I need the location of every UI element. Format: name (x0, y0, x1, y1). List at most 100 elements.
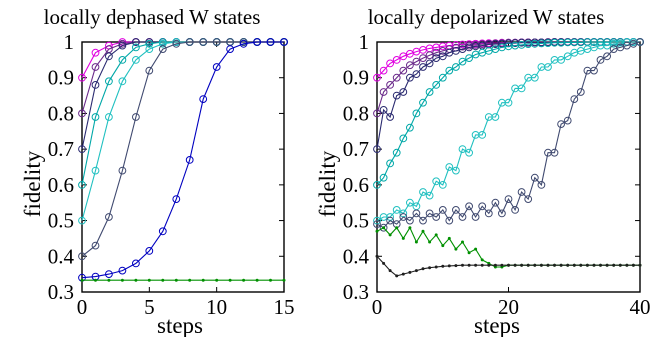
data-point (504, 98, 513, 107)
data-point (266, 38, 275, 46)
data-point (145, 66, 154, 75)
data-point (414, 269, 418, 273)
data-point (425, 51, 434, 60)
data-point (419, 98, 427, 107)
data-point (419, 188, 427, 196)
data-point (269, 278, 272, 282)
data-point (524, 195, 533, 204)
data-point (500, 263, 504, 267)
data-point (504, 195, 513, 204)
data-point (118, 77, 127, 86)
data-point (408, 270, 412, 274)
y-tick-label: 0.3 (343, 280, 369, 304)
data-point (445, 216, 454, 225)
data-point (375, 254, 379, 258)
data-point (579, 263, 583, 267)
data-point (379, 173, 388, 182)
data-point (158, 227, 167, 236)
data-point (401, 272, 405, 276)
data-point (386, 113, 395, 121)
data-point (572, 263, 576, 267)
data-point (215, 278, 219, 282)
data-point (491, 198, 500, 207)
data-point (105, 270, 113, 279)
data-point (478, 131, 487, 139)
data-point (145, 39, 154, 48)
data-point (563, 116, 572, 125)
data-point (412, 57, 421, 66)
data-point (432, 177, 441, 186)
data-point (438, 73, 447, 82)
data-point (132, 259, 140, 268)
data-point (105, 52, 113, 61)
data-point (467, 251, 471, 255)
data-point (432, 81, 441, 89)
data-point (566, 263, 570, 267)
data-point (465, 54, 474, 62)
x-tick-label: 0 (372, 295, 383, 319)
data-point (511, 206, 519, 214)
data-point (401, 236, 405, 240)
series-line (81, 41, 284, 221)
plot-frame (376, 41, 641, 293)
data-point (474, 263, 478, 267)
data-point (618, 263, 622, 267)
data-point (458, 213, 467, 221)
data-point (132, 43, 140, 52)
data-point (91, 48, 100, 57)
data-point (458, 145, 467, 154)
data-point (599, 263, 602, 267)
data-point (550, 148, 559, 157)
data-point (544, 63, 552, 71)
data-point (461, 263, 464, 267)
data-point (434, 233, 438, 237)
x-tick-label: 15 (274, 295, 295, 319)
data-point (638, 263, 642, 267)
chart-title: locally dephased W states (44, 5, 261, 29)
data-point (491, 113, 500, 121)
chart-title: locally depolarized W states (368, 5, 605, 29)
data-point (465, 148, 474, 157)
y-tick-label: 0.8 (48, 101, 74, 125)
data-point (78, 109, 86, 118)
data-point (553, 263, 556, 267)
data-point (172, 39, 181, 48)
data-point (452, 63, 460, 71)
data-point (91, 81, 100, 89)
data-point (392, 56, 401, 64)
data-point (78, 181, 86, 189)
data-point (557, 120, 565, 128)
data-point (585, 263, 589, 267)
data-point (563, 52, 572, 61)
data-point (408, 226, 412, 230)
x-tick-label: 10 (206, 295, 227, 319)
data-point (419, 54, 427, 62)
series-line (81, 41, 284, 186)
data-point (406, 61, 414, 70)
data-point (447, 236, 451, 240)
data-point (557, 56, 565, 64)
data-point (484, 209, 493, 218)
chart-left: locally dephased W states fidelity steps… (20, 5, 295, 337)
data-point (434, 265, 438, 269)
y-tick-label: 0.4 (48, 244, 75, 268)
data-point (533, 263, 537, 267)
data-point (382, 261, 386, 265)
data-point (454, 264, 458, 268)
data-point (94, 278, 97, 282)
data-point (253, 38, 262, 46)
series-line (81, 41, 284, 114)
data-point (399, 52, 408, 61)
data-point (226, 45, 235, 53)
y-tick-label: 0.5 (343, 209, 369, 233)
data-point (201, 278, 205, 282)
data-point (392, 148, 401, 157)
data-point (425, 209, 434, 218)
data-point (239, 39, 248, 48)
data-point (399, 134, 408, 143)
data-point (570, 95, 579, 103)
data-point (406, 73, 414, 82)
data-point (78, 252, 86, 261)
data-point (373, 216, 381, 225)
data-point (120, 278, 124, 282)
